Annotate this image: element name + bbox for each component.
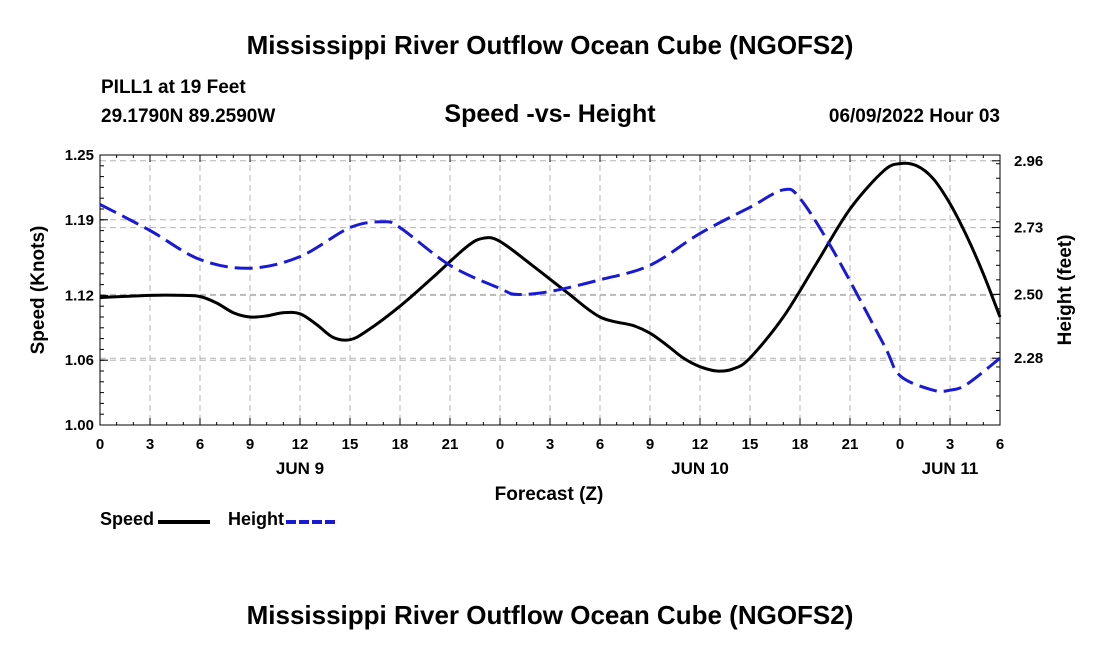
datetime-label: 06/09/2022 Hour 03	[828, 106, 1000, 127]
chart-grid	[100, 154, 1000, 426]
y-axis-right-label: Height (feet)	[1055, 235, 1076, 346]
location-label: 29.1790N 89.2590W	[101, 106, 276, 127]
x-axis: 0 3 6 9 12 15 18 21 0 3 6 9 12 15 18 21 0 3 6 JUN 9 JUN 10 JU…	[96, 155, 1004, 478]
y-left-tick-label: 1.00	[65, 417, 94, 434]
legend-speed-swatch	[158, 519, 211, 524]
x-tick-label: 12	[292, 436, 309, 453]
station-label: PILL1 at 19 Feet	[101, 77, 246, 98]
x-tick-label: 0	[896, 436, 904, 453]
legend-speed-label: Speed	[100, 509, 155, 529]
x-tick-label: 3	[546, 436, 554, 453]
chart-title: Mississippi River Outflow Ocean Cube (NG…	[246, 30, 854, 60]
x-tick-label: 6	[196, 436, 204, 453]
y-axis-left: 1.00 1.06 1.12 1.19 1.25	[65, 147, 108, 434]
x-tick-label: 0	[96, 436, 104, 453]
x-tick-label: 3	[146, 436, 154, 453]
x-tick-label: 21	[442, 436, 459, 453]
x-tick-label: 9	[646, 436, 654, 453]
x-tick-label: 15	[342, 436, 359, 453]
footer-title: Mississippi River Outflow Ocean Cube (NG…	[246, 600, 854, 630]
x-tick-label: 12	[692, 436, 709, 453]
x-tick-label: 18	[392, 436, 409, 453]
x-tick-label: 6	[596, 436, 604, 453]
chart-legend: Speed Height	[100, 509, 340, 530]
series-speed-line	[99, 161, 1002, 373]
y-left-tick-label: 1.06	[65, 352, 94, 369]
date-label: JUN 10	[671, 459, 729, 478]
chart-subtitle: Speed -vs- Height	[444, 100, 656, 128]
x-tick-label: 0	[496, 436, 504, 453]
x-tick-label: 15	[742, 436, 759, 453]
legend-height-label: Height	[228, 509, 285, 529]
y-left-tick-label: 1.12	[65, 287, 94, 304]
y-left-tick-label: 1.19	[65, 212, 94, 229]
legend-height-swatch	[286, 519, 339, 524]
y-axis-right: 2.28 2.50 2.73 2.96	[992, 153, 1043, 411]
y-right-tick-label: 2.50	[1014, 286, 1043, 303]
y-axis-left-label: Speed (Knots)	[28, 226, 49, 355]
date-label: JUN 9	[276, 459, 324, 478]
y-right-tick-label: 2.28	[1014, 350, 1043, 367]
x-tick-label: 6	[996, 436, 1004, 453]
series-height-line	[99, 187, 1001, 393]
x-tick-label: 21	[842, 436, 859, 453]
series-lines	[99, 161, 1002, 393]
date-label: JUN 11	[922, 459, 979, 478]
x-tick-label: 3	[946, 436, 954, 453]
y-left-tick-label: 1.25	[65, 147, 94, 164]
y-right-tick-label: 2.73	[1014, 220, 1043, 237]
x-tick-label: 18	[792, 436, 809, 453]
x-axis-label: Forecast (Z)	[495, 484, 604, 505]
x-tick-label: 9	[246, 436, 254, 453]
y-right-tick-label: 2.96	[1014, 153, 1043, 170]
